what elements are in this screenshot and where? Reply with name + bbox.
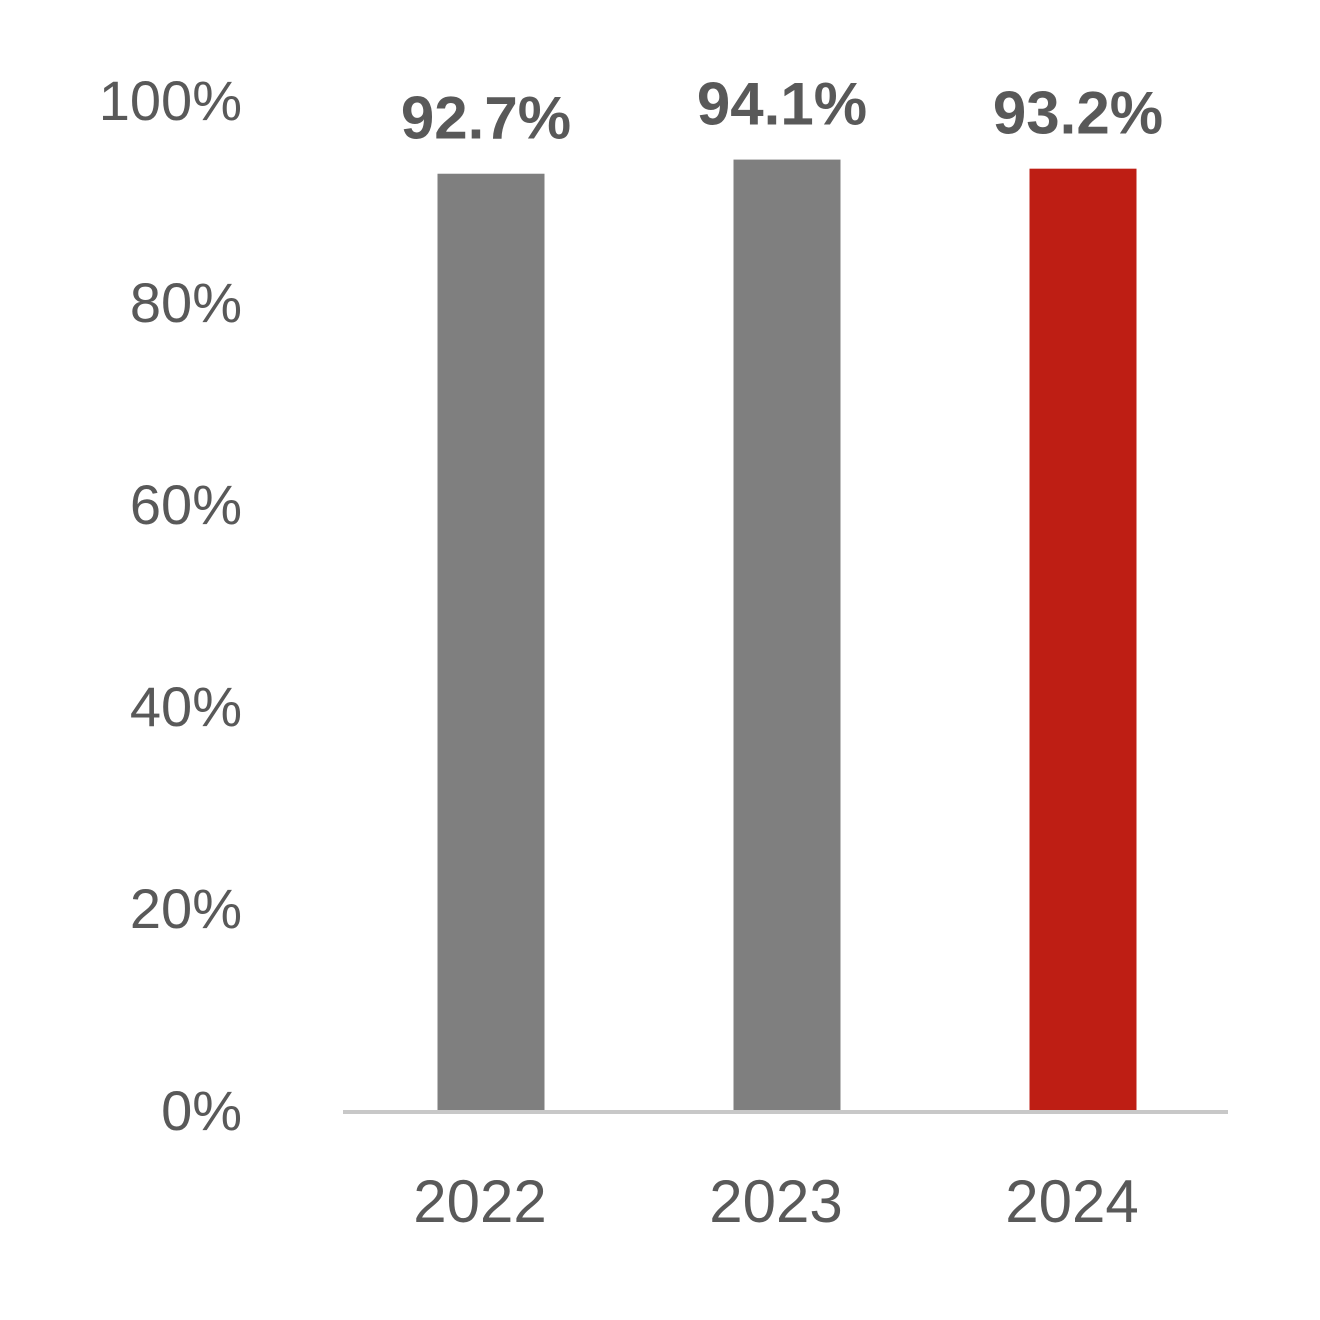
y-tick-label: 0% xyxy=(161,1079,242,1142)
bar-2022 xyxy=(437,173,545,1111)
y-tick-label: 60% xyxy=(130,473,242,536)
x-axis-ticks: 2022 2023 2024 xyxy=(413,1168,1138,1235)
y-axis-ticks: 0% 20% 40% 60% 80% 100% xyxy=(99,69,242,1142)
bar-2023 xyxy=(733,159,841,1111)
y-tick-label: 80% xyxy=(130,271,242,334)
y-tick-label: 20% xyxy=(130,877,242,940)
x-tick-label: 2024 xyxy=(1005,1168,1138,1235)
data-labels: 92.7% 94.1% 93.2% xyxy=(401,71,1163,152)
x-tick-label: 2023 xyxy=(709,1168,842,1235)
data-label-2022: 92.7% xyxy=(401,85,571,152)
data-label-2023: 94.1% xyxy=(697,71,867,138)
x-tick-label: 2022 xyxy=(413,1168,546,1235)
y-tick-label: 100% xyxy=(99,69,242,132)
y-tick-label: 40% xyxy=(130,675,242,738)
bar-2024 xyxy=(1029,168,1137,1110)
bars xyxy=(437,159,1137,1111)
data-label-2024: 93.2% xyxy=(993,80,1163,147)
